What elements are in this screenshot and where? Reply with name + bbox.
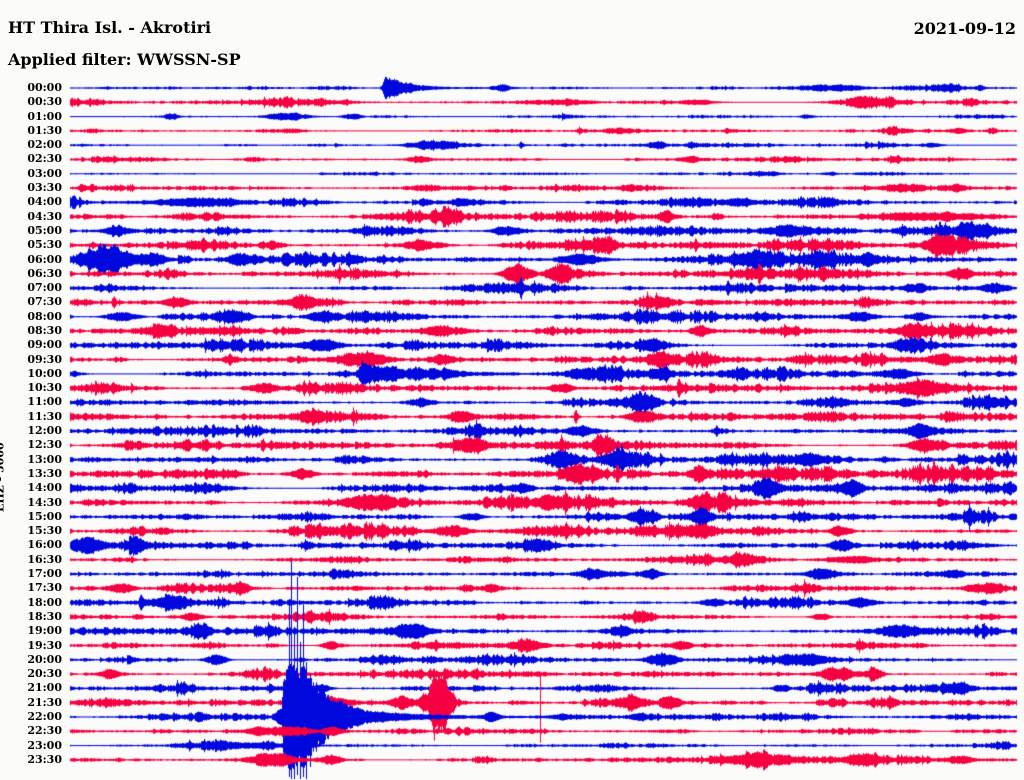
time-label: 18:30 bbox=[27, 609, 62, 623]
time-label: 20:30 bbox=[27, 667, 62, 681]
time-label: 01:00 bbox=[27, 109, 62, 123]
time-label: 06:30 bbox=[27, 266, 62, 280]
time-label: 04:00 bbox=[27, 195, 62, 209]
time-label: 17:30 bbox=[27, 581, 62, 595]
time-label: 06:00 bbox=[27, 252, 62, 266]
time-label: 10:30 bbox=[27, 381, 62, 395]
time-label: 17:00 bbox=[27, 567, 62, 581]
time-label: 11:30 bbox=[27, 409, 62, 423]
time-label: 13:30 bbox=[27, 466, 62, 480]
time-label: 22:00 bbox=[27, 709, 62, 723]
time-label: 00:30 bbox=[27, 95, 62, 109]
time-label: 05:00 bbox=[27, 223, 62, 237]
time-label: 22:30 bbox=[27, 724, 62, 738]
station-title: HT Thira Isl. - Akrotiri bbox=[8, 18, 212, 37]
time-label: 09:00 bbox=[27, 338, 62, 352]
time-label: 02:00 bbox=[27, 138, 62, 152]
time-label: 16:00 bbox=[27, 538, 62, 552]
time-label: 12:00 bbox=[27, 424, 62, 438]
time-label: 08:00 bbox=[27, 309, 62, 323]
time-label: 07:30 bbox=[27, 295, 62, 309]
time-label: 04:30 bbox=[27, 209, 62, 223]
time-label: 20:00 bbox=[27, 652, 62, 666]
time-label: 19:00 bbox=[27, 624, 62, 638]
filter-label: Applied filter: WWSSN-SP bbox=[8, 50, 241, 69]
time-label: 03:00 bbox=[27, 166, 62, 180]
time-label: 19:30 bbox=[27, 638, 62, 652]
time-label: 10:00 bbox=[27, 366, 62, 380]
time-label: 01:30 bbox=[27, 123, 62, 137]
time-label: 11:00 bbox=[27, 395, 62, 409]
time-label: 05:30 bbox=[27, 238, 62, 252]
time-label: 21:00 bbox=[27, 681, 62, 695]
time-label: 02:30 bbox=[27, 152, 62, 166]
time-label: 12:30 bbox=[27, 438, 62, 452]
time-label: 14:30 bbox=[27, 495, 62, 509]
time-label: 07:00 bbox=[27, 281, 62, 295]
time-label: 14:00 bbox=[27, 481, 62, 495]
record-date: 2021-09-12 bbox=[913, 19, 1016, 38]
time-label: 15:00 bbox=[27, 509, 62, 523]
time-label: 16:30 bbox=[27, 552, 62, 566]
time-label: 15:30 bbox=[27, 524, 62, 538]
time-label: 00:00 bbox=[27, 81, 62, 94]
time-label: 13:00 bbox=[27, 452, 62, 466]
time-label: 09:30 bbox=[27, 352, 62, 366]
time-label: 21:30 bbox=[27, 695, 62, 709]
time-label: 08:30 bbox=[27, 324, 62, 337]
time-label: 03:30 bbox=[27, 181, 62, 195]
time-label: 18:00 bbox=[27, 595, 62, 609]
time-label: 23:00 bbox=[27, 738, 62, 752]
time-label: 23:30 bbox=[27, 752, 62, 766]
